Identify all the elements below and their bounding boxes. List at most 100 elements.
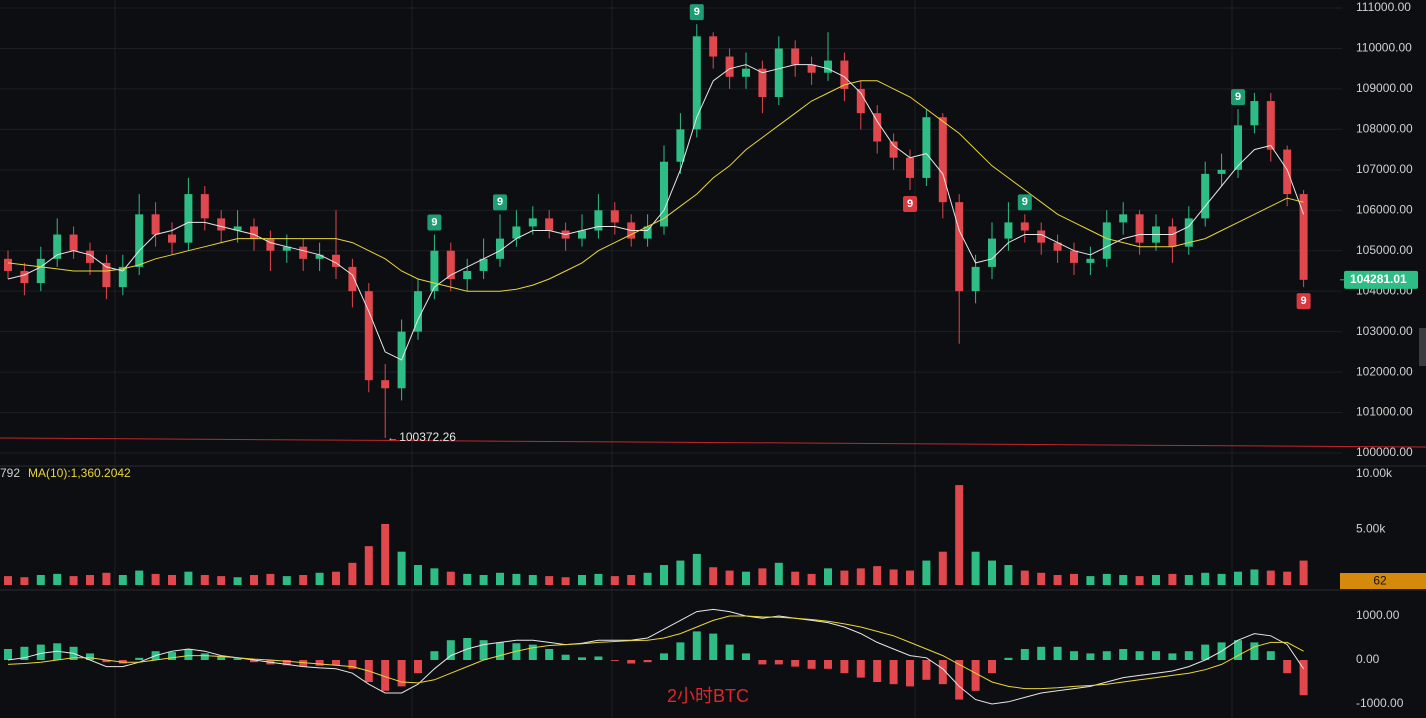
volume-bar [906,570,914,585]
candle-body [660,161,668,227]
candle-body [20,270,29,284]
volume-bar [1037,572,1046,585]
volume-bar [315,572,324,585]
macd-bar [1266,651,1275,660]
ma-line [7,615,1304,690]
macd-bar [217,656,226,660]
macd-bar [1102,651,1111,660]
macd-bar [856,660,865,678]
signal-label: 9 [1301,295,1307,307]
volume-bar [1217,573,1226,585]
macd-bar [496,642,504,660]
macd-bar [446,640,455,660]
volume-bar [594,573,603,585]
volume-bar [69,576,78,585]
candle-body [1004,222,1013,239]
candle-body [217,218,226,231]
macd-bar [479,640,488,660]
volume-bar [332,571,340,585]
candle-body [692,36,701,130]
volume-bar [758,568,767,585]
volume-bar [1086,576,1095,585]
volume-bar [938,551,947,585]
y-tick-label: 5.00k [1356,522,1386,536]
candle-body [282,246,291,251]
signal-box [903,196,917,213]
candle-body [69,234,78,251]
signal-box [1017,194,1032,211]
ma-line [7,64,1305,361]
volume-bar [1234,571,1242,585]
signal-box [493,194,507,211]
candle-body [840,60,849,89]
volume-bar [1299,560,1308,585]
volume-bar [479,575,488,585]
volume-ma-legend: MA(10):1,360.2042 [28,466,131,480]
candle-body [988,238,996,267]
last-price-box [1344,270,1418,289]
volume-bar [217,576,226,585]
candle-body [414,291,422,332]
candle-body [168,234,176,243]
volume-bar [1020,570,1029,585]
macd-bar [528,644,537,660]
macd-bar [1234,640,1242,660]
y-tick-label: 0.00 [1356,652,1380,666]
candle-body [676,129,685,162]
macd-bar [1020,649,1029,660]
macd-bar [1250,642,1259,660]
volume-bar [381,523,390,585]
macd-bar [561,654,570,660]
candle-body [479,258,488,271]
candle-body [1086,258,1095,263]
candle-body [1168,226,1177,247]
macd-bar [1184,651,1193,660]
volume-bar [725,570,734,585]
volume-bar [561,577,570,585]
volume-bar [496,572,504,585]
macd-bar [200,653,209,660]
volume-bar [922,560,931,585]
candle-body [922,117,931,178]
volume-current-label: 62 [1373,574,1387,588]
macd-bar [282,660,291,666]
y-tick-label: 105000.00 [1356,243,1413,257]
candle-body [889,141,898,158]
macd-bar [1135,651,1144,660]
candle-body [528,218,537,227]
macd-bar [824,660,832,669]
volume-bar [1266,570,1275,585]
candle-body [807,64,816,73]
candle-body [873,113,882,142]
macd-bar [709,633,718,660]
volume-bar [840,570,849,585]
signal-box [427,214,442,231]
candle-body [86,250,94,263]
volume-bar [168,575,176,585]
candle-body [4,258,12,271]
candle-body [906,157,914,178]
volume-legend: 792 [0,466,20,480]
last-price-label: 104281.01 [1350,272,1407,286]
candle-body [955,202,964,292]
candle-body [512,226,521,239]
y-tick-label: 107000.00 [1356,162,1413,176]
volume-bar [578,575,586,585]
volume-bar [463,573,472,585]
candle-body [1184,218,1193,247]
candle-body [446,250,455,280]
candle-body [709,36,718,57]
candle-body [348,266,357,292]
macd-bar [414,660,422,674]
macd-bar [955,660,964,700]
macd-bar [610,660,619,661]
candle-body [791,48,800,65]
candle-body [824,60,832,73]
candle-body [545,218,554,231]
candle-body [364,291,373,381]
volume-bar [1184,575,1193,585]
macd-bar [102,660,111,663]
macd-bar [889,660,898,685]
scroll-handle[interactable] [1419,328,1426,366]
volume-bar [873,566,882,585]
